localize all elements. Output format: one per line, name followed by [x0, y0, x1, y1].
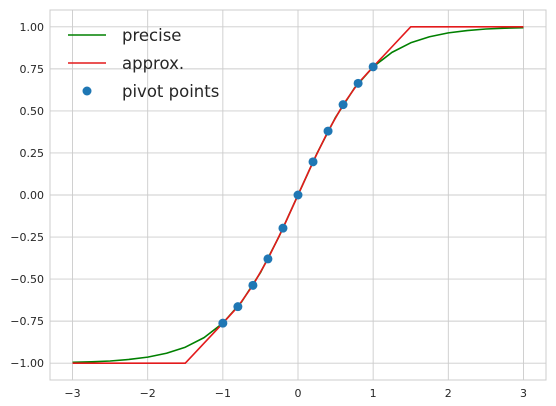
- x-tick-label: 1: [370, 387, 377, 400]
- pivot-point: [323, 126, 333, 136]
- x-tick-label: −1: [215, 387, 231, 400]
- x-tick-label: −3: [64, 387, 80, 400]
- axes-frame: [49, 9, 547, 381]
- y-tick-label: −0.25: [10, 231, 44, 244]
- y-tick-label: −0.50: [10, 273, 44, 286]
- pivot-point: [338, 100, 348, 110]
- y-tick-label: 0.50: [20, 105, 45, 118]
- y-tick-label: 0.25: [20, 147, 45, 160]
- series-layer: [72, 26, 524, 364]
- grid: [50, 10, 546, 380]
- legend: precise approx. pivot points: [68, 26, 219, 101]
- x-tick-label: 0: [295, 387, 302, 400]
- plot-frame: [49, 9, 547, 381]
- legend-label: approx.: [122, 54, 184, 73]
- y-tick-label: −0.75: [10, 315, 44, 328]
- pivot-point: [353, 78, 363, 88]
- pivot-point: [308, 157, 318, 167]
- y-tick-label: 0.00: [20, 189, 45, 202]
- pivot-point: [218, 318, 228, 328]
- pivot-point: [278, 223, 288, 233]
- pivot-point: [293, 190, 303, 200]
- y-tick-label: 0.75: [20, 63, 45, 76]
- legend-label: precise: [122, 26, 181, 45]
- x-tick-label: 2: [445, 387, 452, 400]
- y-tick-label: 1.00: [20, 21, 45, 34]
- y-tick-label: −1.00: [10, 357, 44, 370]
- pivot-point: [368, 62, 378, 72]
- pivot-point: [233, 302, 243, 312]
- legend-swatch-marker: [82, 86, 92, 96]
- x-tick-label: 3: [520, 387, 527, 400]
- pivot-point: [248, 280, 258, 290]
- legend-label: pivot points: [122, 82, 219, 101]
- pivot-point: [263, 254, 273, 264]
- x-tick-label: −2: [140, 387, 156, 400]
- tick-labels: −3 −2 −1 0 1 2 3 −1.00 −0.75 −0.50 −0.25 0.00 0.25 0.…: [10, 21, 527, 400]
